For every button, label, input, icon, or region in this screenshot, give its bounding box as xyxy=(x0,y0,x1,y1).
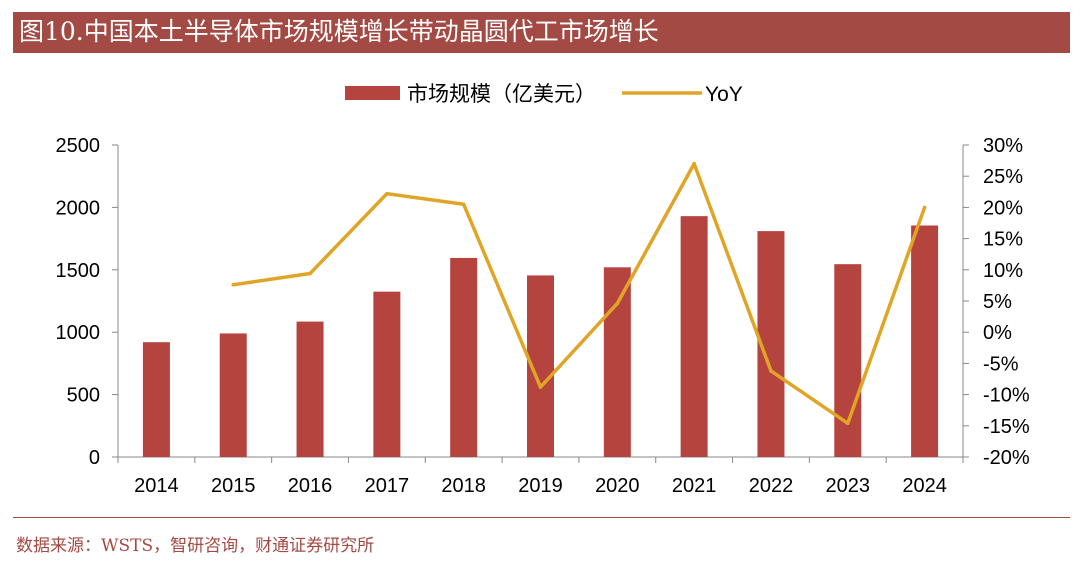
x-tick-label: 2021 xyxy=(672,475,717,497)
yoy-point-2023 xyxy=(845,421,850,426)
y-right-tick-label: -5% xyxy=(983,353,1019,375)
y-left-tick-label: 1000 xyxy=(56,322,101,344)
x-tick-label: 2018 xyxy=(441,475,486,497)
title-underline xyxy=(13,51,1070,53)
yoy-point-2017 xyxy=(385,191,389,196)
yoy-line xyxy=(232,161,927,426)
legend-bar-swatch xyxy=(345,86,400,100)
y-right-tick-label: 25% xyxy=(983,166,1023,188)
x-tick-label: 2014 xyxy=(134,475,179,497)
yoy-point-2021 xyxy=(692,161,696,166)
x-tick-label: 2024 xyxy=(902,475,947,497)
source-note: 数据来源：WSTS，智研咨询，财通证券研究所 xyxy=(16,536,375,556)
y-left-tick-label: 2000 xyxy=(56,197,101,219)
yoy-point-2016 xyxy=(308,271,312,276)
source-divider xyxy=(13,517,1070,518)
x-tick-label: 2015 xyxy=(211,475,256,497)
bar-2014 xyxy=(142,342,170,457)
y-right-tick-label: 0% xyxy=(983,322,1012,344)
bar-2018 xyxy=(450,257,478,457)
y-left-tick-label: 1500 xyxy=(56,260,101,282)
y-right-tick-label: 10% xyxy=(983,260,1023,282)
yoy-point-2024 xyxy=(922,205,927,210)
title-bar: 图10.中国本土半导体市场规模增长带动晶圆代工市场增长 xyxy=(13,12,1070,52)
bar-2016 xyxy=(296,321,324,457)
x-tick-label: 2022 xyxy=(749,475,794,497)
legend-line-label: YoY xyxy=(705,83,743,106)
y-right-tick-label: -15% xyxy=(983,416,1030,438)
x-tick-label: 2023 xyxy=(826,475,871,497)
y-right-tick-label: 30% xyxy=(983,135,1023,157)
y-left-tick-label: 0 xyxy=(89,447,100,469)
chart-title: 图10.中国本土半导体市场规模增长带动晶圆代工市场增长 xyxy=(19,17,659,46)
y-left-tick-label: 2500 xyxy=(56,135,101,157)
y-right-tick-label: -10% xyxy=(983,385,1030,407)
yoy-point-2015 xyxy=(231,282,236,287)
bar-2021 xyxy=(680,216,708,457)
y-right-tick-label: 20% xyxy=(983,197,1023,219)
yoy-point-2018 xyxy=(461,202,466,207)
x-tick-label: 2020 xyxy=(595,475,640,497)
legend-bar-label: 市场规模（亿美元） xyxy=(407,83,596,106)
x-tick-label: 2016 xyxy=(288,475,333,497)
bar-2024 xyxy=(911,225,939,457)
yoy-point-2019 xyxy=(538,385,543,389)
x-tick-label: 2019 xyxy=(518,475,563,497)
y-left-tick-label: 500 xyxy=(67,385,100,407)
y-right-tick-label: -20% xyxy=(983,447,1030,469)
x-tick-label: 2017 xyxy=(365,475,410,497)
bar-2015 xyxy=(219,333,247,457)
y-right-tick-label: 5% xyxy=(983,291,1012,313)
yoy-point-2022 xyxy=(769,369,773,373)
chart-canvas: 0 500 1000 1500 2000 2500 -20% -15% -10% -5% 0% 5% 1… xyxy=(56,83,1030,497)
yoy-point-2020 xyxy=(615,301,620,306)
bar-2020 xyxy=(603,267,631,457)
y-right-tick-label: 15% xyxy=(983,229,1023,251)
bar-2017 xyxy=(373,291,401,457)
bar-2023 xyxy=(834,264,862,457)
